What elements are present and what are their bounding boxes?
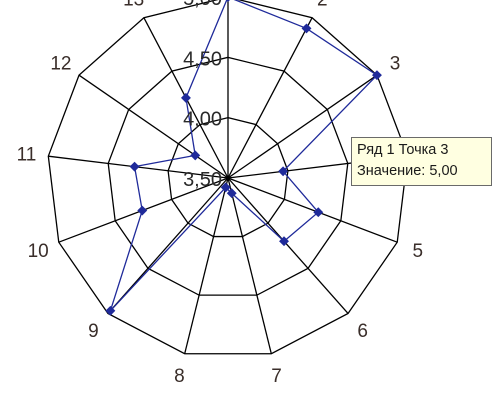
tick-label: 3,50 — [183, 169, 222, 191]
tick-label: 4,50 — [183, 48, 222, 70]
tick-label: 5,00 — [183, 0, 222, 10]
spoke-7 — [227, 177, 272, 354]
data-point-2[interactable] — [301, 23, 312, 34]
data-point-13[interactable] — [180, 92, 191, 103]
tooltip-series-point: Ряд 1 Точка 3 — [357, 142, 449, 158]
grid-ring-3 — [47, 0, 409, 355]
category-label-8: 8 — [174, 366, 185, 387]
spoke-2 — [227, 17, 313, 179]
series-line — [109, 0, 378, 312]
spoke-5 — [227, 177, 398, 243]
category-label-10: 10 — [28, 241, 49, 262]
spoke-3 — [227, 74, 378, 179]
category-label-3: 3 — [390, 54, 401, 75]
category-label-12: 12 — [50, 54, 71, 75]
radar-series — [105, 0, 382, 316]
spoke-9 — [107, 177, 229, 314]
spoke-12 — [78, 74, 229, 179]
category-label-7: 7 — [271, 366, 282, 387]
data-point-8[interactable] — [220, 182, 231, 193]
data-point-12[interactable] — [190, 150, 201, 161]
grid-ring-1 — [167, 116, 289, 238]
grid-ring-2 — [107, 56, 349, 296]
radar-grid — [47, 0, 409, 355]
data-point-1[interactable] — [223, 0, 233, 2]
radar-tick-labels: 3,50 4,00 4,50 5,00 — [183, 0, 222, 191]
category-label-2: 2 — [317, 0, 328, 10]
data-point-4[interactable] — [278, 166, 289, 177]
category-label-5: 5 — [413, 241, 424, 262]
data-point-tooltip: Ряд 1 Точка 3 Значение: 5,00 — [351, 137, 492, 186]
category-label-9: 9 — [88, 321, 99, 342]
data-point-11[interactable] — [129, 161, 140, 172]
data-point-10[interactable] — [137, 205, 148, 216]
data-point-5[interactable] — [313, 207, 324, 218]
category-label-6: 6 — [357, 321, 368, 342]
category-label-13: 13 — [123, 0, 144, 10]
data-point-7[interactable] — [226, 188, 237, 199]
category-label-11: 11 — [17, 145, 37, 166]
spoke-8 — [184, 177, 229, 354]
tick-label: 4,00 — [183, 109, 222, 131]
data-point-6[interactable] — [279, 236, 289, 247]
spoke-6 — [227, 177, 349, 314]
tooltip-value: Значение: 5,00 — [357, 163, 458, 179]
